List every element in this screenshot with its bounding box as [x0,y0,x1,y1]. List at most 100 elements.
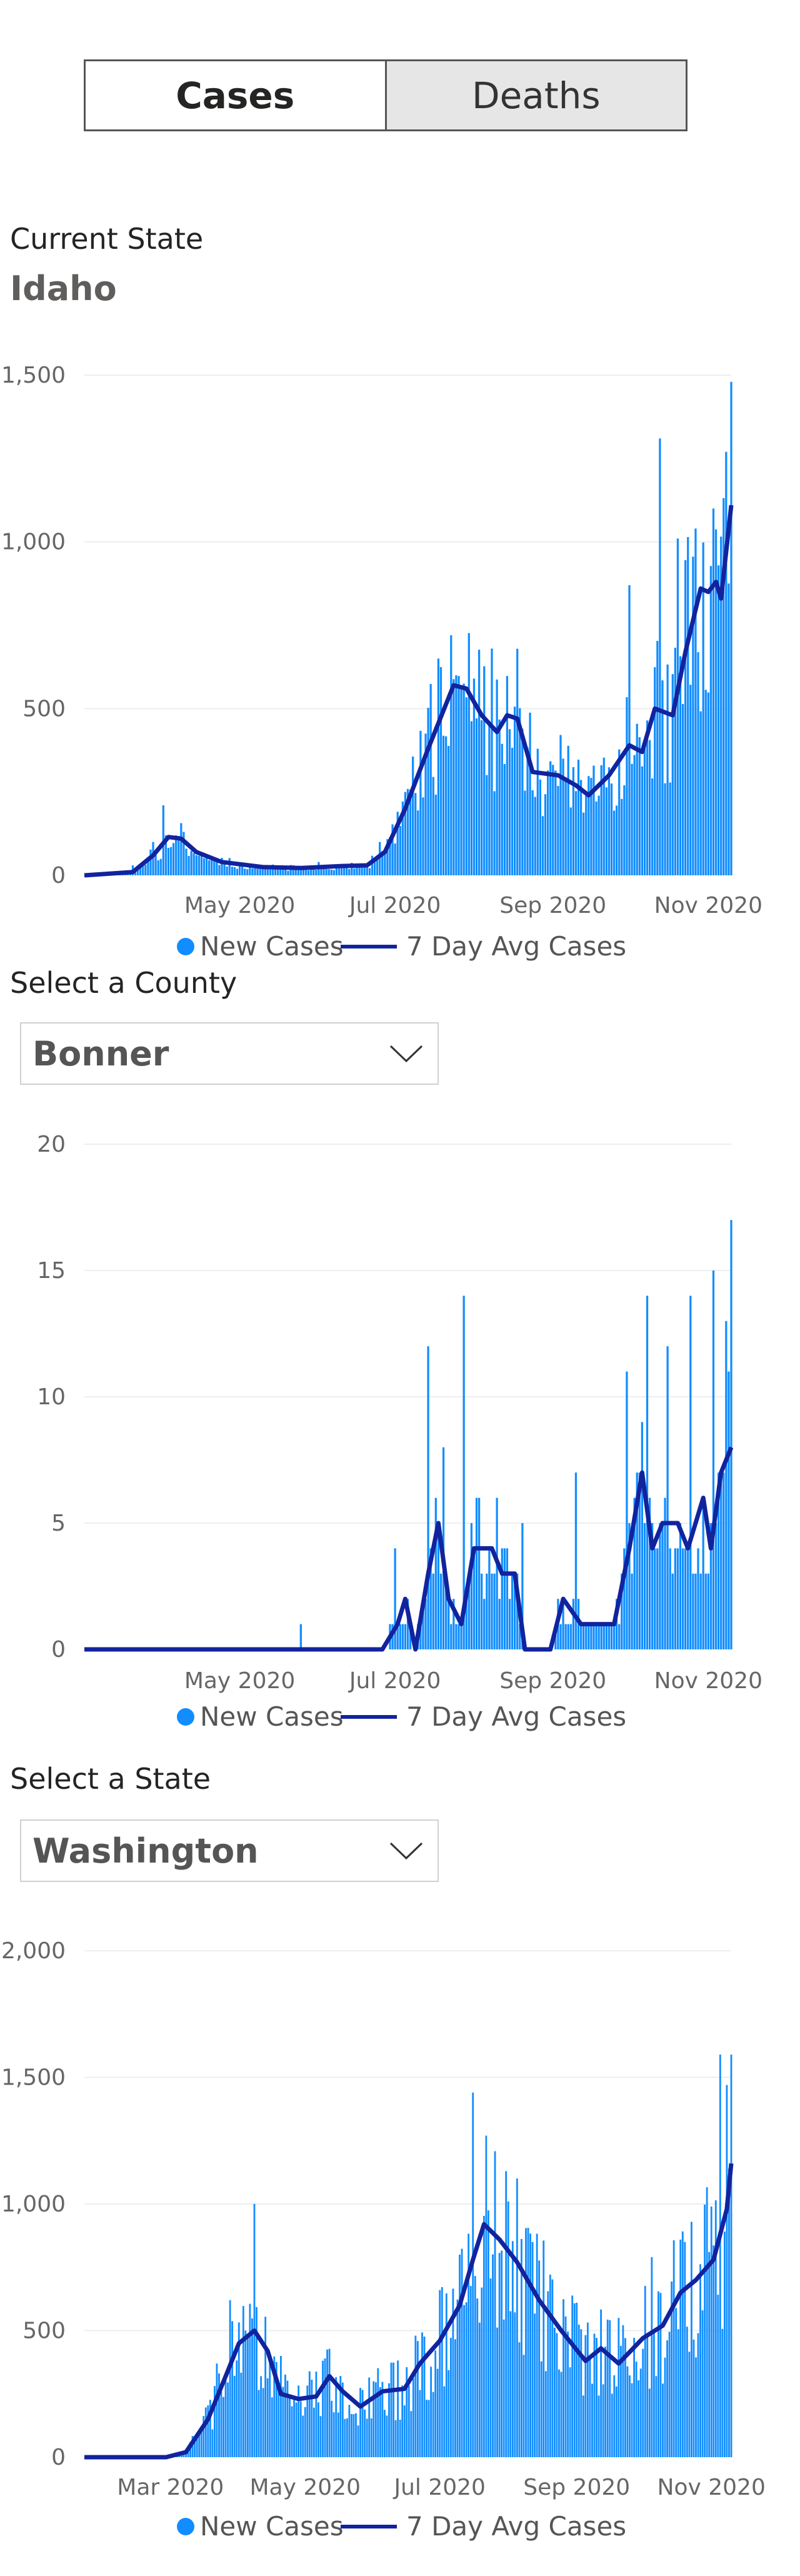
bar-new-cases [582,2395,584,2457]
bar-new-cases [486,1573,488,1649]
bar-new-cases [719,2055,721,2457]
y-tick-label: 500 [22,696,66,722]
bar-new-cases [397,2360,399,2457]
state-dropdown[interactable]: Washington [20,1819,439,1882]
bar-new-cases [322,2360,324,2457]
bar-new-cases [567,1624,569,1649]
bar-new-cases [664,2357,666,2457]
bar-new-cases [605,1624,608,1649]
bar-new-cases [338,866,341,875]
bar-new-cases [728,2168,730,2457]
x-tick-label: Mar 2020 [117,2475,224,2500]
bar-new-cases [635,2362,638,2457]
bar-new-cases [628,1523,631,1649]
bar-new-cases [374,2382,377,2457]
y-tick-label: 500 [22,2318,66,2344]
bar-new-cases [157,860,159,875]
bar-new-cases [595,1624,598,1649]
metric-toggle: Cases Deaths [84,59,688,131]
bar-new-cases [498,2253,501,2457]
bar-new-cases [623,785,626,875]
bar-new-cases [478,650,481,875]
bar-new-cases [714,2200,717,2457]
bar-new-cases [351,862,353,875]
bar-new-cases [651,1523,654,1649]
chevron-down-icon [389,1044,424,1063]
bar-new-cases [470,721,472,875]
y-tick-label: 0 [51,863,66,888]
bar-new-cases [679,1523,682,1649]
bar-new-cases [366,2418,368,2457]
bar-new-cases [661,680,664,875]
bar-new-cases [377,2368,379,2457]
bar-new-cases [648,1497,651,1649]
bar-new-cases [470,1523,472,1649]
bar-new-cases [231,867,233,875]
bar-new-cases [202,858,206,875]
cases-tab[interactable]: Cases [86,61,385,129]
bar-new-cases [394,1548,396,1649]
deaths-tab[interactable]: Deaths [384,61,686,129]
bar-new-cases [279,869,282,875]
bar-new-cases [694,1573,697,1649]
bar-new-cases [558,2369,560,2457]
bar-new-cases [652,2331,655,2457]
bar-new-cases [694,528,697,875]
bar-new-cases [196,2433,198,2457]
bar-new-cases [514,707,516,875]
bar-new-cases [621,1573,623,1649]
bar-new-cases [618,1624,621,1649]
bar-new-cases [371,855,374,875]
bar-new-cases [465,697,468,875]
bar-new-cases [408,2385,410,2457]
bar-new-cases [370,2418,372,2457]
chart-legend: New Cases 7 Day Avg Cases [177,2511,626,2542]
bar-new-cases [244,2330,247,2457]
bar-new-cases [264,867,266,875]
bar-new-cases [472,678,476,875]
bar-new-cases [432,777,434,875]
bar-new-cases [390,2362,392,2457]
bar-new-cases [691,2221,692,2457]
bar-new-cases [442,735,445,875]
bar-new-cases [448,2370,450,2457]
bar-new-cases [273,2356,276,2457]
bar-new-cases [618,2318,620,2457]
bar-new-cases [562,1599,564,1649]
bar-new-cases [208,860,211,875]
bar-new-cases [712,1270,715,1649]
bar-new-cases [386,2415,388,2457]
bar-new-cases [434,1497,437,1649]
bar-new-cases [144,864,147,875]
bar-new-cases [282,2387,284,2457]
bar-new-cases [609,2320,611,2457]
bar-new-cases [643,741,646,875]
bar-new-cases [454,2339,456,2457]
bar-new-cases [511,748,514,875]
bar-new-cases [671,674,674,875]
bar-new-cases [238,863,241,875]
bar-new-cases [656,1548,659,1649]
bar-new-cases [222,2397,224,2457]
bar-new-cases [233,2375,236,2457]
y-tick-label: 10 [37,1384,66,1410]
bar-new-cases [328,869,330,875]
bar-new-cases [654,667,656,875]
county-dropdown[interactable]: Bonner [20,1022,439,1085]
bar-new-cases [185,848,188,875]
bar-new-cases [286,2380,289,2457]
bar-new-cases [430,2367,432,2457]
bar-new-cases [363,866,366,875]
bar-new-cases [572,767,574,875]
washington-chart-svg: 0 500 1,000 1,500 2,000 Mar 2020 May 2020 Jul 2… [1,1938,766,2542]
bar-new-cases [538,2260,541,2457]
bar-new-cases [452,1599,455,1649]
bar-new-cases [207,2405,209,2457]
bar-new-cases [136,868,139,875]
bar-new-cases [204,2407,207,2457]
bar-new-cases [448,1599,450,1649]
bar-new-cases [496,1497,498,1649]
x-tick-label: May 2020 [249,2475,361,2500]
bar-new-cases [611,2393,613,2457]
bar-new-cases [697,1548,699,1649]
